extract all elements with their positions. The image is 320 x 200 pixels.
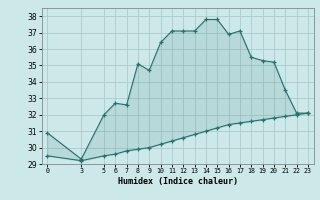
X-axis label: Humidex (Indice chaleur): Humidex (Indice chaleur) — [118, 177, 237, 186]
